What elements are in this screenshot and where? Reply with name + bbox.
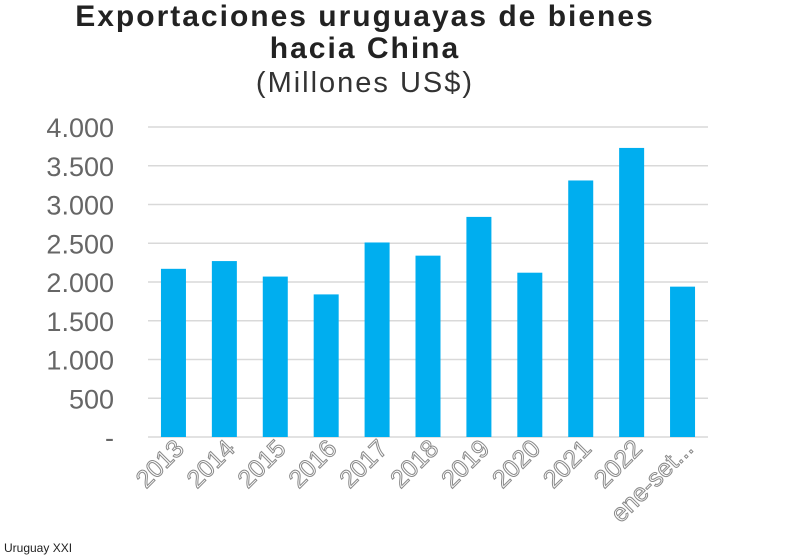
y-tick-label: 4.000 bbox=[46, 113, 114, 143]
x-tick-label: 2014 bbox=[181, 434, 240, 493]
x-tick-label: 2016 bbox=[283, 434, 342, 493]
bar-2016 bbox=[313, 294, 339, 437]
x-tick-label: 2017 bbox=[334, 434, 393, 493]
y-tick-label: 3.000 bbox=[46, 191, 114, 221]
x-tick-label: 2018 bbox=[385, 434, 444, 493]
bar-2017 bbox=[364, 242, 390, 437]
y-tick-label: 1.000 bbox=[46, 346, 114, 376]
x-tick-label: 2015 bbox=[232, 434, 291, 493]
y-tick-label: 2.000 bbox=[46, 268, 114, 298]
x-tick-label: 2020 bbox=[487, 434, 546, 493]
y-tick-label: 2.500 bbox=[46, 229, 114, 259]
bar-2022 bbox=[619, 147, 645, 438]
x-tick-label: 2019 bbox=[436, 434, 495, 493]
x-tick-label: 2013 bbox=[131, 434, 190, 493]
bar-2019 bbox=[466, 216, 492, 437]
y-tick-label: - bbox=[105, 423, 114, 453]
x-tick-label: 2021 bbox=[538, 434, 597, 493]
chart-title-line2: hacia China bbox=[269, 32, 461, 65]
source-label: Uruguay XXI bbox=[4, 541, 73, 555]
chart-subtitle: (Millones US$) bbox=[255, 67, 475, 99]
bar-2020 bbox=[517, 272, 543, 437]
bar-2014 bbox=[211, 261, 237, 437]
bar-2013 bbox=[160, 268, 186, 437]
y-tick-label: 500 bbox=[69, 384, 114, 414]
bar-2015 bbox=[262, 276, 288, 437]
y-tick-label: 1.500 bbox=[46, 307, 114, 337]
bar-ene-set- bbox=[670, 286, 696, 437]
bar-2021 bbox=[568, 180, 594, 437]
chart-title-line1: Exportaciones uruguayas de bienes bbox=[75, 0, 655, 33]
y-tick-label: 3.500 bbox=[46, 152, 114, 182]
bar-2018 bbox=[415, 255, 441, 437]
